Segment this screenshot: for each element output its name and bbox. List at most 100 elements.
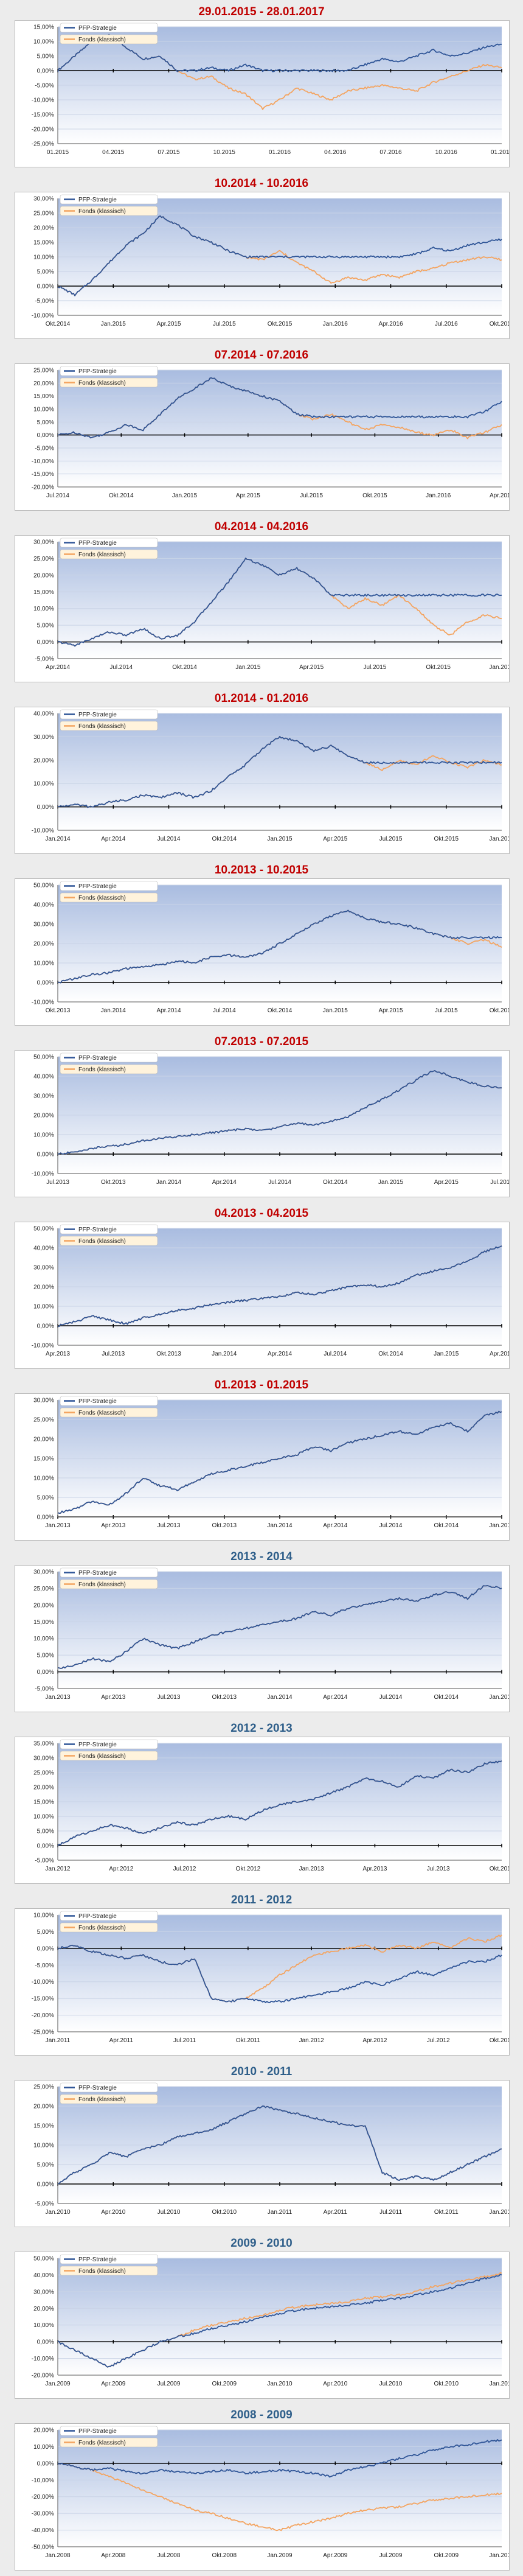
chart-panel: 2010 - 2011 25,00% 20,00% 15,00% 10,00% 5,00%… xyxy=(0,2060,523,2231)
y-tick-label: 10,00% xyxy=(33,961,54,967)
line-chart: 30,00% 25,00% 20,00% 15,00% 10,00% 5,00% 0,00%… xyxy=(33,537,509,671)
x-tick-label: Okt.2015 xyxy=(362,492,387,499)
x-tick-label: Apr.2008 xyxy=(101,2552,125,2559)
y-tick-label: 5,00% xyxy=(37,269,54,276)
legend-label: Fonds (klassisch) xyxy=(78,380,126,387)
x-tick-label: Okt.2015 xyxy=(426,664,451,671)
x-tick-label: Apr.2014 xyxy=(156,1007,181,1014)
legend-label: Fonds (klassisch) xyxy=(78,1925,126,1931)
legend: PFP-Strategie Fonds (klassisch) xyxy=(60,23,158,44)
x-tick-label: Jan.2012 xyxy=(489,2209,509,2216)
chart-frame: 10,00% 5,00% 0,00% -5,00% -10,00% -15,00% -20,… xyxy=(15,1908,510,2056)
x-tick-label: 04.2015 xyxy=(102,149,125,156)
x-tick-label: Jan.2015 xyxy=(434,1351,459,1357)
x-tick-label: Jan.2015 xyxy=(489,1694,509,1701)
x-tick-label: Jan.2015 xyxy=(489,1522,509,1529)
x-tick-label: Jul.2014 xyxy=(213,1007,236,1014)
y-tick-label: 25,00% xyxy=(33,211,54,217)
x-tick-label: Apr.2013 xyxy=(46,1351,70,1357)
series-line-pfp-strategie xyxy=(57,1245,502,1328)
x-tick-label: Okt.2013 xyxy=(101,1179,126,1186)
y-tick-label: -40,00% xyxy=(32,2527,54,2534)
y-tick-label: 10,00% xyxy=(33,606,54,612)
x-tick-label: Jul.2013 xyxy=(427,1866,450,1872)
legend-box xyxy=(60,1567,158,1578)
chart-frame: 50,00% 40,00% 30,00% 20,00% 10,00% 0,00% -10,0… xyxy=(15,1222,510,1369)
y-tick-label: 50,00% xyxy=(33,1226,54,1233)
x-tick-label: Okt.2015 xyxy=(434,836,459,842)
y-tick-label: -10,00% xyxy=(32,97,54,104)
chart-panel: 10.2014 - 10.2016 30,00% 25,00% 20,00% 15,00… xyxy=(0,172,523,343)
x-tick-label: Apr.2013 xyxy=(362,1866,387,1872)
x-tick-label: Okt.2014 xyxy=(212,836,237,842)
y-tick-label: 0,00% xyxy=(37,2339,54,2346)
x-tick-label: Apr.2013 xyxy=(101,1694,125,1701)
y-tick-label: 20,00% xyxy=(33,757,54,764)
x-tick-label: Okt.2013 xyxy=(212,1522,237,1529)
plot-area xyxy=(58,370,502,487)
y-tick-label: -20,00% xyxy=(32,2494,54,2501)
x-tick-label: Okt.2015 xyxy=(268,321,293,327)
x-tick-label: Jul.2013 xyxy=(46,1179,69,1186)
y-tick-label: 0,00% xyxy=(37,432,54,439)
x-tick-label: Jan.2015 xyxy=(172,492,198,499)
y-tick-label: 0,00% xyxy=(37,1669,54,1676)
x-tick-label: Okt.2008 xyxy=(212,2552,237,2559)
y-tick-label: 40,00% xyxy=(33,902,54,909)
legend: PFP-Strategie Fonds (klassisch) xyxy=(60,366,158,388)
chart-title: 04.2013 - 04.2015 xyxy=(214,1207,309,1220)
y-tick-label: 20,00% xyxy=(33,2306,54,2312)
y-tick-label: 10,00% xyxy=(33,1636,54,1642)
y-tick-label: 20,00% xyxy=(33,2104,54,2110)
x-tick-label: Apr.2014 xyxy=(323,1694,347,1701)
y-tick-label: 10,00% xyxy=(33,1475,54,1482)
x-tick-label: Jul.2008 xyxy=(158,2552,181,2559)
legend-label: Fonds (klassisch) xyxy=(78,1753,126,1760)
y-tick-label: -5,00% xyxy=(35,1858,54,1864)
line-chart: 25,00% 20,00% 15,00% 10,00% 5,00% 0,00% -5,00%… xyxy=(32,366,509,499)
legend-box xyxy=(60,892,158,903)
chart-panel: 2008 - 2009 20,00% 10,00% 0,00% -10,00% -20,0… xyxy=(0,2403,523,2575)
chart-frame: 40,00% 30,00% 20,00% 10,00% 0,00% -10,00% Jan.… xyxy=(15,707,510,854)
y-tick-label: 0,00% xyxy=(37,1514,54,1521)
series-line-pfp-strategie xyxy=(57,736,502,808)
y-tick-label: -5,00% xyxy=(35,83,54,89)
y-tick-label: 30,00% xyxy=(33,539,54,546)
x-tick-label: Jul.2009 xyxy=(158,2381,181,2387)
legend-box xyxy=(60,206,158,216)
x-tick-label: Jan.2016 xyxy=(489,664,509,671)
y-tick-label: 35,00% xyxy=(33,1741,54,1748)
x-tick-label: Jan.2016 xyxy=(426,492,451,499)
y-tick-label: 5,00% xyxy=(37,1653,54,1659)
y-tick-label: 30,00% xyxy=(33,1755,54,1762)
y-tick-label: 10,00% xyxy=(33,781,54,788)
x-tick-label: Jul.2012 xyxy=(173,1866,196,1872)
legend-label: PFP-Strategie xyxy=(78,368,117,375)
legend-label: PFP-Strategie xyxy=(78,1227,117,1233)
chart-panel: 07.2014 - 07.2016 25,00% 20,00% 15,00% 10,00… xyxy=(0,343,523,515)
y-tick-label: -15,00% xyxy=(32,1996,54,2003)
legend-box xyxy=(60,23,158,33)
x-tick-label: Apr.2010 xyxy=(323,2381,347,2387)
legend-label: PFP-Strategie xyxy=(78,1570,117,1577)
legend-box xyxy=(60,709,158,719)
chart-title: 2011 - 2012 xyxy=(230,1894,293,1906)
y-tick-label: 5,00% xyxy=(37,1929,54,1936)
x-tick-label: Okt.2014 xyxy=(434,1694,459,1701)
x-tick-label: Okt.2011 xyxy=(434,2209,459,2216)
line-chart: 10,00% 5,00% 0,00% -5,00% -10,00% -15,00% -20,… xyxy=(32,1911,509,2044)
y-tick-label: 5,00% xyxy=(37,2162,54,2169)
series-line-pfp-strategie xyxy=(57,1760,502,1847)
legend-box xyxy=(60,1224,158,1234)
legend: PFP-Strategie Fonds (klassisch) xyxy=(60,1052,158,1074)
series-line-pfp-strategie xyxy=(57,33,502,72)
x-tick-label: Jan.2009 xyxy=(45,2381,71,2387)
legend-label: Fonds (klassisch) xyxy=(78,551,126,558)
y-tick-label: -10,00% xyxy=(32,1979,54,1986)
legend: PFP-Strategie Fonds (klassisch) xyxy=(60,881,158,903)
line-chart: 50,00% 40,00% 30,00% 20,00% 10,00% 0,00% -10,0… xyxy=(32,1052,509,1186)
y-tick-label: 0,00% xyxy=(37,68,54,75)
y-tick-label: -25,00% xyxy=(32,2029,54,2036)
legend: PFP-Strategie Fonds (klassisch) xyxy=(60,1739,158,1761)
y-tick-label: 5,00% xyxy=(37,623,54,629)
